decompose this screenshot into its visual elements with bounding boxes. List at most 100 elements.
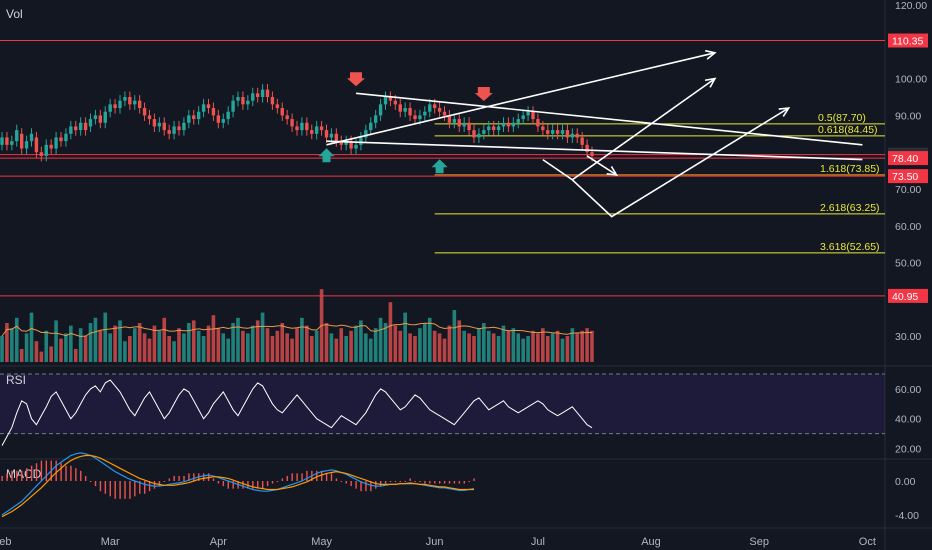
panel-title-macd: MACD — [6, 467, 42, 481]
volume-bar — [285, 333, 289, 362]
price-label-badge — [888, 169, 928, 184]
pattern-arrowhead — [606, 166, 619, 177]
volume-bar — [531, 330, 535, 362]
volume-bar — [550, 333, 555, 362]
volume-bar — [39, 351, 44, 362]
macd-histogram-bar — [80, 470, 82, 481]
candle-body — [78, 122, 83, 131]
macd-histogram-bar — [94, 481, 97, 487]
volume-bar — [516, 333, 521, 362]
macd-histogram-bar — [301, 473, 303, 481]
price-axis-label: 73.50 — [892, 171, 918, 183]
volume-bar — [324, 323, 329, 362]
candle-body — [575, 133, 579, 138]
price-axis-label: 90.00 — [895, 110, 921, 122]
candle-body — [162, 122, 166, 131]
macd-histogram-bar — [75, 468, 77, 481]
volume-bar — [300, 317, 304, 362]
candle-body — [383, 97, 388, 105]
pattern-arrowhead — [704, 49, 717, 60]
macd-histogram-bar — [448, 481, 451, 484]
candle-body — [192, 115, 196, 120]
candle-body — [472, 130, 476, 138]
candle-body — [103, 111, 107, 123]
candle-body — [216, 115, 221, 123]
candle-body — [541, 126, 545, 131]
macd-histogram-bar — [139, 481, 141, 494]
volume-bar — [108, 333, 112, 362]
candle-body — [172, 126, 176, 134]
macd-histogram-bar — [25, 468, 28, 481]
macd-histogram-bar — [443, 481, 446, 484]
volume-bar — [506, 330, 511, 362]
volume-bar — [54, 320, 58, 362]
volume-bar — [10, 328, 14, 362]
price-axis-label: 100.00 — [895, 74, 927, 86]
volume-bar — [452, 310, 457, 362]
volume-bar — [354, 325, 358, 362]
volume-bar — [142, 333, 147, 362]
candle-body — [260, 89, 265, 97]
candle-body — [285, 115, 289, 120]
candle-body — [344, 141, 348, 145]
volume-bar — [388, 302, 393, 362]
macd-histogram-bar — [21, 470, 23, 481]
candle-body — [19, 133, 24, 149]
candle-body — [570, 133, 575, 138]
macd-histogram-bar — [379, 481, 382, 487]
macd-histogram-bar — [468, 481, 470, 482]
macd-histogram-bar — [45, 460, 48, 481]
macd-histogram-bar — [414, 481, 416, 482]
macd-histogram-bar — [399, 481, 402, 482]
buy-signal-arrow — [318, 148, 335, 163]
candle-body — [590, 152, 594, 156]
volume-bar — [373, 328, 378, 362]
volume-bar — [437, 333, 442, 362]
time-axis-label: Oct — [859, 536, 876, 548]
macd-histogram-bar — [330, 473, 333, 481]
panel-title-price: Vol — [6, 7, 23, 21]
macd-histogram-bar — [222, 481, 225, 487]
candle-body — [201, 104, 206, 112]
volume-bar — [560, 338, 565, 362]
macd-histogram-bar — [119, 481, 121, 499]
volume-bar — [536, 333, 540, 362]
macd-histogram-bar — [306, 470, 308, 481]
candle-body — [550, 130, 555, 134]
macd-histogram-bar — [429, 481, 431, 484]
projection-arrow — [571, 107, 790, 218]
volume-bar — [59, 338, 63, 362]
macd-histogram-bar — [453, 481, 456, 484]
time-axis-label: May — [311, 536, 332, 548]
candle-body — [64, 133, 68, 142]
macd-histogram-bar — [129, 481, 131, 499]
volume-bar — [88, 323, 93, 362]
time-axis-label: Jun — [426, 536, 444, 548]
macd-histogram-bar — [193, 473, 195, 481]
volume-bar — [196, 330, 201, 362]
macd-histogram-bar — [35, 463, 38, 481]
volume-bar — [344, 336, 348, 362]
macd-histogram-bar — [89, 481, 92, 482]
macd-histogram-bar — [173, 475, 175, 481]
macd-histogram-bar — [16, 470, 18, 481]
macd-histogram-bar — [183, 475, 185, 481]
volume-bar — [482, 323, 486, 362]
volume-bar — [314, 330, 319, 362]
macd-histogram-bar — [261, 481, 264, 489]
macd-histogram-bar — [158, 481, 161, 487]
volume-bar — [398, 330, 403, 362]
pattern-arrowhead — [704, 77, 717, 88]
candle-body — [359, 137, 363, 145]
candle-body — [496, 126, 501, 131]
candle-body — [536, 119, 540, 127]
candle-body — [142, 108, 147, 116]
macd-histogram-bar — [6, 473, 8, 481]
macd-histogram-bar — [458, 481, 461, 484]
volume-bar — [575, 333, 580, 362]
price-axis-label: 40.95 — [892, 291, 918, 303]
fib-level-label: 3.618(52.65) — [820, 241, 880, 253]
macd-histogram-bar — [178, 475, 180, 481]
candle-body — [447, 115, 452, 123]
volume-bar — [147, 338, 152, 362]
